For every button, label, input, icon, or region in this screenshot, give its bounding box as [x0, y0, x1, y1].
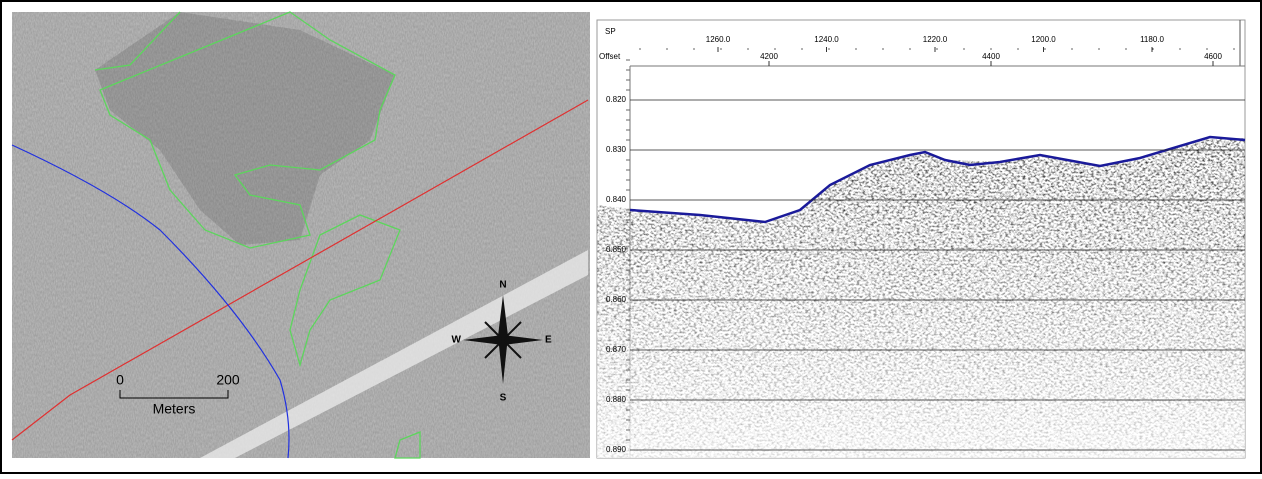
depth-tick-label: 0.850 — [606, 245, 627, 254]
sp-tick-label: 1180.0 — [1140, 35, 1164, 44]
seismic-profile: SP Offset 1260.0 1240.0 1220.0 1200.0 1180.0… — [597, 20, 1245, 458]
sp-tick-label: 1200.0 — [1031, 35, 1056, 44]
compass-n: N — [499, 280, 506, 291]
depth-tick-label: 0.890 — [606, 445, 627, 454]
compass-s: S — [500, 393, 507, 404]
depth-tick-label: 0.880 — [606, 395, 627, 404]
sonar-map: 0 200 Meters N S E W — [12, 12, 590, 458]
depth-tick-label: 0.860 — [606, 295, 627, 304]
depth-tick-label: 0.840 — [606, 195, 627, 204]
scale-end: 200 — [216, 372, 240, 388]
offset-tick-label: 4400 — [982, 52, 1000, 61]
scale-unit: Meters — [153, 401, 196, 417]
sp-tick-label: 1240.0 — [814, 35, 839, 44]
compass-e: E — [545, 335, 552, 346]
offset-tick-label: 4200 — [760, 52, 778, 61]
compass-w: W — [452, 335, 462, 346]
sp-label: SP — [605, 27, 616, 36]
figure: 0 200 Meters N S E W SP Offset 1260.0 124… — [0, 0, 1262, 474]
scale-start: 0 — [116, 372, 124, 388]
depth-tick-label: 0.830 — [606, 145, 627, 154]
sp-tick-label: 1220.0 — [923, 35, 948, 44]
depth-tick-label: 0.870 — [606, 345, 627, 354]
offset-label: Offset — [599, 52, 621, 61]
offset-tick-label: 4600 — [1204, 52, 1222, 61]
sp-tick-label: 1260.0 — [706, 35, 731, 44]
depth-tick-label: 0.820 — [606, 95, 627, 104]
